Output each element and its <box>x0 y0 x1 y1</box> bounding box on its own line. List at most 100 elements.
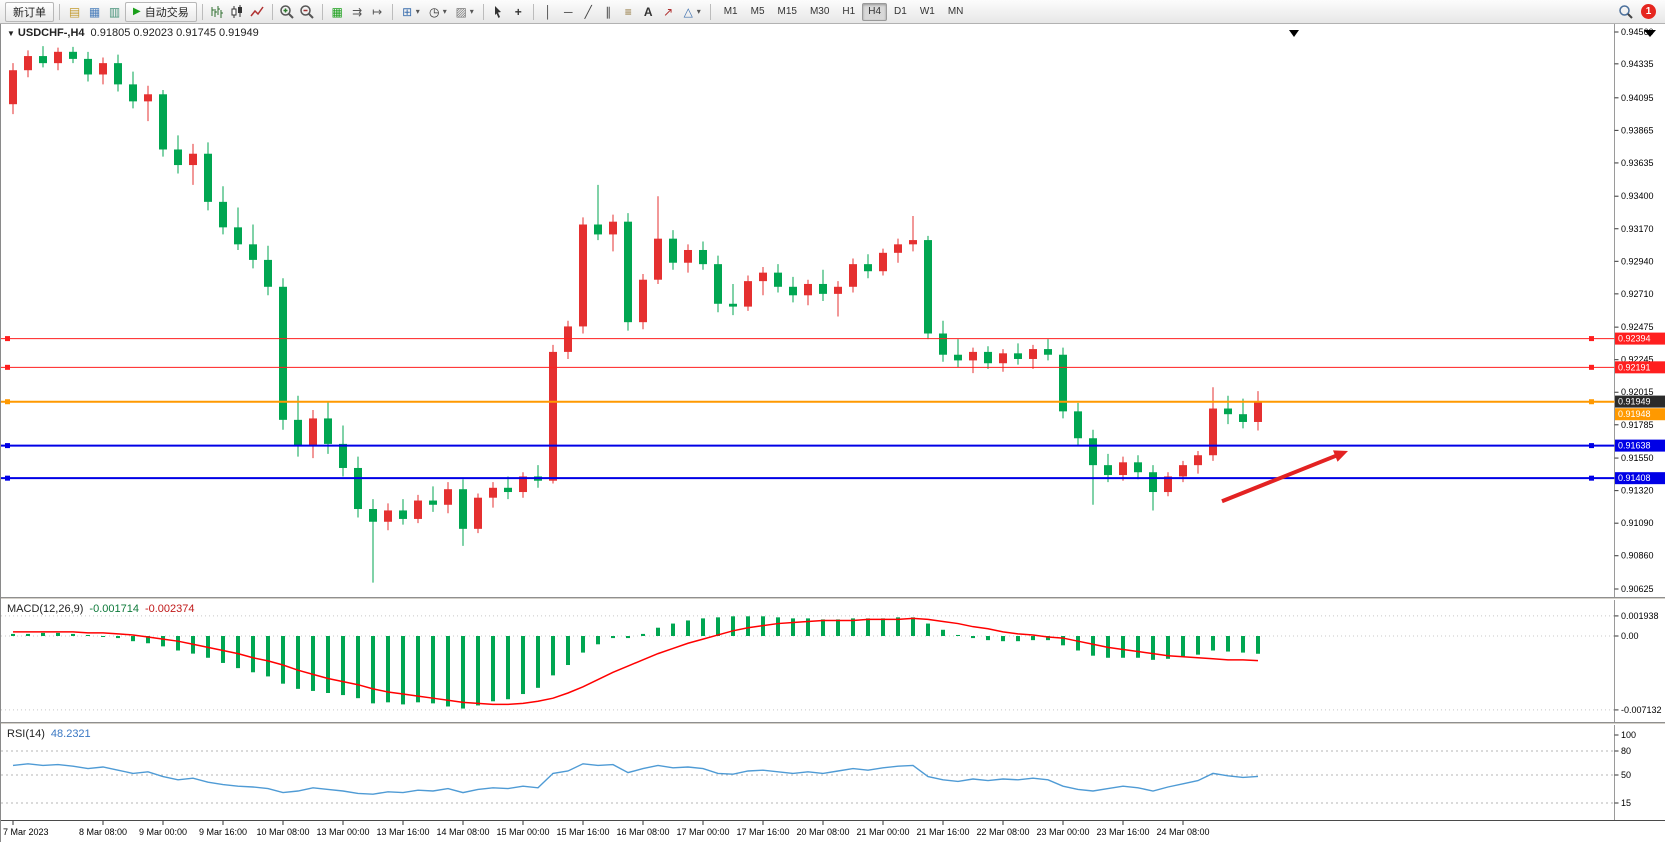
macd-signal-value: -0.002374 <box>144 603 195 615</box>
line-chart-icon[interactable] <box>248 2 267 21</box>
timeframe-button-d1[interactable]: D1 <box>894 5 907 17</box>
timeframe-button-mn[interactable]: MN <box>947 5 964 17</box>
svg-text:24 Mar 08:00: 24 Mar 08:00 <box>1156 827 1209 837</box>
chart-symbol: USDCHF-,H4 <box>17 27 85 39</box>
chart-marker-icon <box>1289 30 1299 37</box>
crosshair-icon[interactable]: + <box>514 4 522 19</box>
horizontal-line-0.92191[interactable]: 0.92191 <box>1 361 1665 374</box>
chart-expand-icon[interactable]: ▼ <box>7 29 15 38</box>
chart-shift-icon[interactable]: ↦ <box>372 4 383 19</box>
horizontal-line-0.91408[interactable]: 0.91408 <box>1 472 1665 485</box>
period-icon[interactable]: ◷ <box>428 4 440 19</box>
time-axis-panel: 7 Mar 2023 8 Mar 08:00 9 Mar 00:00 9 Mar 16… <box>1 820 1665 842</box>
svg-text:0.92394: 0.92394 <box>1618 334 1651 344</box>
svg-text:0.92940: 0.92940 <box>1621 256 1654 266</box>
chart-title: ▼ USDCHF-,H4 0.91805 0.92023 0.91745 0.919… <box>7 27 259 39</box>
navigator-icon[interactable]: ▥ <box>108 4 121 19</box>
market-watch-icon[interactable]: ▦ <box>88 4 101 19</box>
svg-text:50: 50 <box>1621 770 1631 780</box>
svg-text:9 Mar 16:00: 9 Mar 16:00 <box>199 827 247 837</box>
auto-trading-label: 自动交易 <box>144 6 189 19</box>
timeframe-button-h4[interactable]: H4 <box>862 2 888 21</box>
vertical-line-icon[interactable]: │ <box>544 4 552 19</box>
svg-text:14 Mar 08:00: 14 Mar 08:00 <box>436 827 489 837</box>
panel-resize-handle[interactable] <box>1 597 1665 600</box>
bar-chart-icon[interactable] <box>208 2 227 21</box>
fibonacci-icon[interactable]: ≡ <box>624 4 632 19</box>
svg-text:22 Mar 08:00: 22 Mar 08:00 <box>976 827 1029 837</box>
macd-label: MACD(12,26,9) <box>7 603 84 615</box>
svg-text:20 Mar 08:00: 20 Mar 08:00 <box>796 827 849 837</box>
toolbar-separator <box>59 3 60 20</box>
cursor-icon[interactable] <box>489 2 508 21</box>
horizontal-line-0.91948[interactable]: 0.91948 <box>1 399 1665 421</box>
timeframe-button-m5[interactable]: M5 <box>750 5 765 17</box>
toolbar-separator <box>321 3 323 20</box>
tile-windows-icon[interactable]: ▦ <box>331 4 343 19</box>
new-chart-caret-icon[interactable]: ▾ <box>415 7 420 16</box>
svg-text:0.94560: 0.94560 <box>1621 27 1654 37</box>
timeframe-button-w1[interactable]: W1 <box>919 5 935 17</box>
macd-canvas[interactable]: 0.001938 0.00 -0.007132 <box>1 600 1665 722</box>
zoom-in-icon[interactable] <box>278 2 297 21</box>
timeframe-button-m30[interactable]: M30 <box>809 5 830 17</box>
timeframe-button-m15[interactable]: M15 <box>777 5 797 17</box>
rsi-panel: RSI(14) 48.2321 100 80 50 15 <box>1 725 1665 820</box>
price-axis[interactable]: 0.94560 0.94335 0.94095 0.93865 0.93635 0.934… <box>1614 27 1654 594</box>
main-chart-canvas[interactable]: 0.94560 0.94335 0.94095 0.93865 0.93635 0.934… <box>1 24 1665 597</box>
svg-text:0.91090: 0.91090 <box>1621 518 1654 528</box>
template-caret-icon[interactable]: ▾ <box>469 7 474 16</box>
chart-ohlc: 0.91805 0.92023 0.91745 0.91949 <box>90 27 259 39</box>
arrow-annotation[interactable] <box>1221 450 1348 504</box>
text-label-icon[interactable]: A <box>643 4 653 19</box>
auto-trading-button[interactable]: ▶ 自动交易 <box>125 1 197 22</box>
profile-icon[interactable]: ▤ <box>68 4 81 19</box>
equidistant-channel-icon[interactable]: ∥ <box>605 4 612 19</box>
svg-text:100: 100 <box>1621 730 1636 740</box>
horizontal-line-0.92394[interactable]: 0.92394 <box>1 332 1665 345</box>
svg-text:9 Mar 00:00: 9 Mar 00:00 <box>139 827 187 837</box>
trendline-icon[interactable]: ╱ <box>584 4 592 19</box>
toolbar-right: 1 <box>1616 2 1660 21</box>
svg-text:0.91948: 0.91948 <box>1618 409 1651 419</box>
timeframe-button-m1[interactable]: M1 <box>723 5 738 17</box>
time-axis-canvas[interactable]: 7 Mar 2023 8 Mar 08:00 9 Mar 00:00 9 Mar 16… <box>1 821 1665 842</box>
toolbar: 新订单 ▤ ▦ ▥ ▶ 自动交易 ▦ ⇉ ↦ ⊞ ▾ <box>0 0 1665 24</box>
rsi-line <box>12 763 1259 795</box>
macd-signal-line <box>13 617 1259 706</box>
notification-badge[interactable]: 1 <box>1641 4 1656 19</box>
svg-text:15: 15 <box>1621 798 1631 808</box>
svg-text:0.91785: 0.91785 <box>1621 420 1654 430</box>
svg-text:0.92245: 0.92245 <box>1621 355 1654 365</box>
svg-text:13 Mar 00:00: 13 Mar 00:00 <box>316 827 369 837</box>
rsi-canvas[interactable]: 100 80 50 15 <box>1 725 1665 820</box>
shapes-icon[interactable]: △ <box>683 4 693 19</box>
horizontal-line-0.91638[interactable]: 0.91638 <box>1 439 1665 452</box>
arrow-tool-icon[interactable]: ↗ <box>663 4 674 19</box>
shapes-caret-icon[interactable]: ▾ <box>696 7 701 16</box>
toolbar-separator <box>532 3 534 20</box>
candlestick-chart-icon[interactable] <box>228 2 247 21</box>
new-chart-icon[interactable]: ⊞ <box>402 4 413 19</box>
toolbar-separator <box>201 3 203 20</box>
panel-resize-handle[interactable] <box>1 722 1665 725</box>
toolbar-separator <box>271 3 273 20</box>
svg-text:21 Mar 00:00: 21 Mar 00:00 <box>856 827 909 837</box>
template-icon[interactable]: ▨ <box>455 4 467 19</box>
macd-main-value: -0.001714 <box>89 603 139 615</box>
new-order-label: 新订单 <box>13 6 46 19</box>
timeframe-button-h1[interactable]: H1 <box>842 5 856 17</box>
svg-text:0.92191: 0.92191 <box>1618 362 1651 372</box>
horizontal-line-icon[interactable]: ─ <box>563 4 573 19</box>
svg-text:0.001938: 0.001938 <box>1621 611 1659 621</box>
svg-text:15 Mar 00:00: 15 Mar 00:00 <box>496 827 549 837</box>
svg-text:17 Mar 16:00: 17 Mar 16:00 <box>736 827 789 837</box>
period-caret-icon[interactable]: ▾ <box>442 7 447 16</box>
svg-text:17 Mar 00:00: 17 Mar 00:00 <box>676 827 729 837</box>
svg-text:8 Mar 08:00: 8 Mar 08:00 <box>79 827 127 837</box>
auto-scroll-icon[interactable]: ⇉ <box>352 4 363 19</box>
new-order-button[interactable]: 新订单 <box>5 1 54 22</box>
zoom-out-icon[interactable] <box>298 2 317 21</box>
svg-text:0.91408: 0.91408 <box>1618 473 1651 483</box>
search-icon[interactable] <box>1616 2 1635 21</box>
